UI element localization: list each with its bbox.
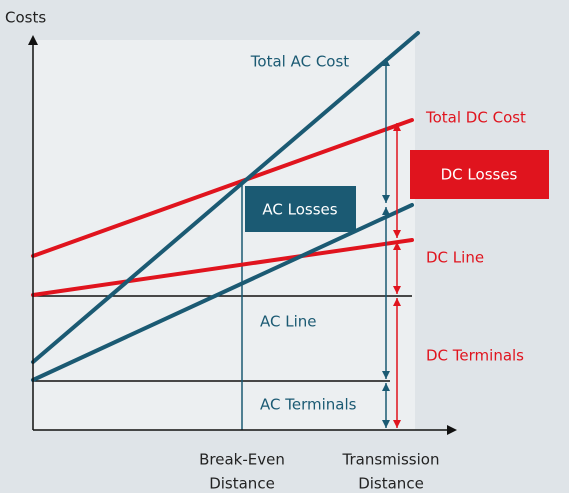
cost-lines — [31, 31, 420, 382]
y-axis-label: Costs — [5, 9, 46, 27]
dc-line — [31, 238, 414, 297]
x-marker-label: Distance — [209, 475, 275, 493]
x-marker-label: Break-Even — [199, 451, 285, 469]
levels — [33, 180, 412, 430]
total-dc-line — [31, 118, 414, 258]
x-marker-label: Distance — [358, 475, 424, 493]
ac-line — [31, 203, 414, 382]
label: AC Line — [260, 313, 317, 331]
label: Total DC Cost — [425, 109, 526, 127]
ac-losses-box — [245, 186, 356, 232]
label: AC Losses — [262, 201, 337, 219]
label: Total AC Cost — [250, 53, 350, 71]
label: DC Line — [426, 249, 484, 267]
label: DC Losses — [441, 166, 518, 184]
label: DC Terminals — [426, 347, 524, 365]
label: AC Terminals — [260, 396, 357, 414]
x-marker-label: Transmission — [342, 451, 440, 469]
dc-losses-box — [410, 150, 549, 199]
total-ac-line — [31, 31, 420, 364]
